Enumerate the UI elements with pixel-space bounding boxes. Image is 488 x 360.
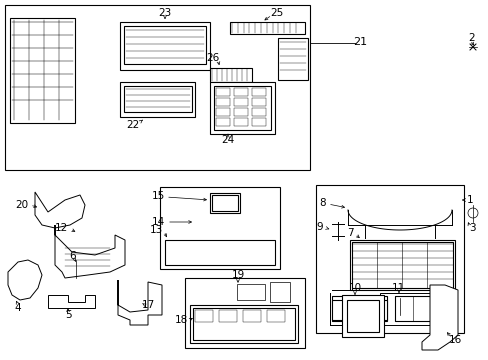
- Bar: [394, 296, 449, 321]
- Text: 13: 13: [149, 225, 163, 235]
- Bar: [331, 296, 386, 321]
- Bar: [219, 310, 237, 322]
- Circle shape: [333, 227, 341, 235]
- Bar: [251, 118, 265, 126]
- Text: 20: 20: [15, 200, 28, 210]
- Circle shape: [71, 263, 81, 273]
- Polygon shape: [8, 260, 42, 300]
- Text: 3: 3: [468, 223, 474, 233]
- Text: 5: 5: [64, 310, 71, 320]
- Bar: [10, 18, 75, 123]
- Text: 1: 1: [466, 195, 472, 205]
- Circle shape: [391, 316, 399, 324]
- Text: 26: 26: [206, 53, 219, 63]
- Circle shape: [325, 316, 333, 324]
- Bar: [266, 310, 285, 322]
- Polygon shape: [329, 293, 454, 330]
- Bar: [209, 82, 274, 134]
- Text: 4: 4: [15, 303, 21, 313]
- Text: 14: 14: [151, 217, 164, 227]
- Polygon shape: [48, 295, 95, 308]
- Bar: [184, 278, 305, 348]
- Bar: [5, 5, 309, 170]
- Circle shape: [394, 302, 404, 312]
- Bar: [331, 300, 386, 320]
- Bar: [216, 108, 229, 116]
- Bar: [251, 108, 265, 116]
- Bar: [251, 98, 265, 106]
- Bar: [212, 195, 238, 211]
- Text: 6: 6: [70, 251, 76, 261]
- Polygon shape: [35, 192, 85, 228]
- Bar: [234, 88, 247, 96]
- Bar: [315, 185, 463, 333]
- Text: 16: 16: [447, 335, 461, 345]
- Text: 2: 2: [468, 33, 474, 43]
- Bar: [193, 308, 294, 340]
- Text: 10: 10: [348, 283, 361, 293]
- Text: 25: 25: [270, 8, 283, 18]
- Bar: [341, 295, 383, 337]
- Bar: [346, 300, 378, 332]
- Circle shape: [467, 208, 477, 218]
- Bar: [243, 310, 261, 322]
- Text: 23: 23: [158, 8, 171, 18]
- Bar: [229, 22, 305, 34]
- Polygon shape: [421, 285, 457, 350]
- Bar: [214, 86, 270, 130]
- Bar: [160, 187, 280, 269]
- Text: 12: 12: [55, 223, 68, 233]
- Bar: [234, 108, 247, 116]
- Bar: [124, 26, 205, 64]
- Text: 8: 8: [319, 198, 325, 208]
- Bar: [216, 118, 229, 126]
- Bar: [120, 22, 209, 70]
- Bar: [278, 38, 307, 80]
- Text: 18: 18: [174, 315, 187, 325]
- Bar: [195, 310, 213, 322]
- Bar: [209, 193, 240, 213]
- Bar: [216, 98, 229, 106]
- Bar: [269, 282, 289, 302]
- Bar: [209, 68, 251, 82]
- Bar: [124, 86, 192, 112]
- Text: 7: 7: [346, 228, 353, 238]
- Bar: [120, 82, 195, 117]
- Text: 24: 24: [221, 135, 234, 145]
- Text: 22: 22: [126, 120, 140, 130]
- Bar: [190, 305, 297, 343]
- Circle shape: [195, 217, 204, 227]
- Bar: [349, 240, 454, 290]
- Text: 19: 19: [231, 270, 244, 280]
- Bar: [234, 118, 247, 126]
- Polygon shape: [55, 225, 125, 278]
- Bar: [251, 88, 265, 96]
- Bar: [164, 240, 274, 265]
- Text: 21: 21: [352, 37, 366, 47]
- Polygon shape: [118, 280, 162, 325]
- Bar: [216, 88, 229, 96]
- Text: 11: 11: [390, 283, 404, 293]
- Bar: [237, 284, 264, 300]
- Text: 9: 9: [316, 222, 323, 232]
- Text: 17: 17: [141, 300, 154, 310]
- Bar: [351, 242, 452, 288]
- Bar: [234, 98, 247, 106]
- Text: 15: 15: [151, 191, 164, 201]
